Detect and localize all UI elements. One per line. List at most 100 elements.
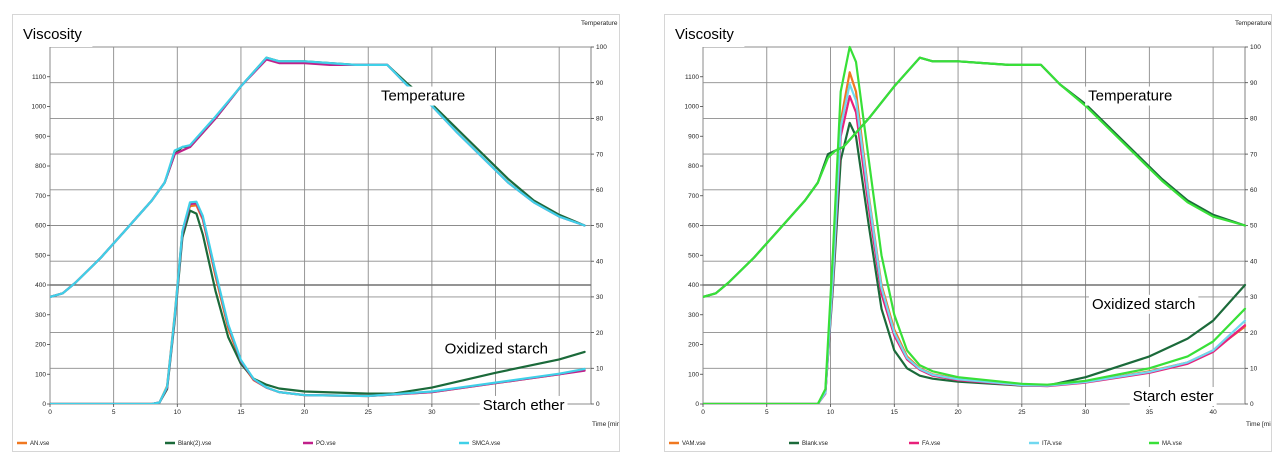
- y2-tick-label: 20: [596, 330, 604, 337]
- x-tick-label: 20: [301, 409, 309, 416]
- y-tick-label: 1000: [685, 104, 700, 111]
- legend: AN.vse Blank(2).vse PO.vse SMCA.vse: [17, 441, 501, 447]
- series-line-temperature-smca-vse-: [50, 56, 586, 298]
- x-tick-label: 35: [1146, 409, 1154, 416]
- annotation-bg: [377, 86, 469, 106]
- y-tick-label: 500: [35, 252, 46, 259]
- y2-axis-label: Temperature [°: [1235, 19, 1271, 27]
- y2-tick-label: 30: [596, 294, 604, 301]
- y-axis-label: Viscosity: [23, 26, 82, 43]
- y-axis-left: 0 100 200 300 400 500 600 700 800 900 1000 1100: [685, 74, 703, 408]
- y2-tick-label: 80: [1250, 116, 1258, 123]
- legend-entry: Blank.vse: [802, 441, 829, 447]
- y-tick-label: 1100: [32, 74, 46, 81]
- y2-axis-label: Temperature [°: [581, 19, 619, 27]
- legend-entry: MA.vse: [1162, 441, 1183, 447]
- y2-tick-label: 80: [596, 116, 604, 123]
- y-tick-label: 500: [688, 252, 699, 259]
- x-tick-label: 25: [365, 409, 373, 416]
- y2-tick-label: 90: [1250, 80, 1258, 87]
- y-tick-label: 100: [35, 371, 46, 378]
- y-tick-label: 600: [688, 223, 699, 230]
- y2-tick-label: 60: [1250, 187, 1258, 194]
- chart-panel-right: 0 100 200 300 400 500 600 700 800 900 1000 1100 0 10 2…: [664, 14, 1272, 452]
- annotation-bg: [441, 339, 551, 359]
- legend-entry: ITA.vse: [1042, 441, 1063, 447]
- y-tick-label: 800: [688, 163, 699, 170]
- legend-entry: Blank(2).vse: [178, 441, 212, 447]
- series-line-smca-vse: [50, 200, 586, 404]
- y-tick-label: 100: [688, 371, 699, 378]
- y-axis-label-bg: [665, 15, 745, 47]
- x-tick-label: 10: [174, 409, 182, 416]
- legend: VAM.vse Blank.vse FA.vse ITA.vse MA.vse: [669, 441, 1183, 447]
- y2-tick-label: 40: [596, 258, 604, 265]
- x-axis-label: Time [min: [592, 421, 619, 428]
- x-axis: 0 5 10 15 20 25 30 35 40 Time [min: [701, 404, 1271, 428]
- y-tick-label: 900: [688, 133, 699, 140]
- annotation-label: Starch ester: [1133, 388, 1214, 405]
- y-axis-right: 0 10 20 30 40 50 60 70 80 90 100: [1245, 44, 1261, 408]
- legend-entry: SMCA.vse: [472, 441, 501, 447]
- series-group: [703, 45, 1247, 404]
- y-axis-label: Viscosity: [675, 26, 734, 43]
- y-tick-label: 200: [688, 342, 699, 349]
- series-line-ma-vse: [703, 45, 1247, 404]
- y-axis-left: 0 100 200 300 400 500 600 700 800 900 1000 1100: [32, 74, 50, 408]
- x-tick-label: 40: [1210, 409, 1218, 416]
- series-line-temperature-ma-vse-: [703, 56, 1247, 298]
- y2-tick-label: 10: [596, 366, 604, 373]
- annotation-bg: [1088, 294, 1199, 314]
- legend-entry: VAM.vse: [682, 441, 706, 447]
- annotation-label: Temperature: [381, 88, 465, 105]
- y2-tick-label: 50: [596, 223, 604, 230]
- y-tick-label: 700: [35, 193, 46, 200]
- annotation-bg: [1129, 387, 1217, 407]
- y-tick-label: 1100: [685, 74, 699, 81]
- x-tick-label: 5: [112, 409, 116, 416]
- x-tick-label: 20: [954, 409, 962, 416]
- y2-tick-label: 100: [596, 44, 607, 51]
- annotation-label: Temperature: [1088, 88, 1172, 105]
- y2-tick-label: 0: [1250, 401, 1254, 408]
- series-group: [50, 56, 586, 404]
- y-tick-label: 300: [35, 312, 46, 319]
- annotation-label: Oxidized starch: [1092, 296, 1195, 313]
- y-tick-label: 400: [688, 282, 699, 289]
- chart-right: 0100200300400500600700800900100011000102…: [665, 15, 1271, 447]
- y-tick-label: 0: [42, 401, 46, 408]
- y2-tick-label: 40: [1250, 258, 1258, 265]
- x-tick-label: 25: [1018, 409, 1026, 416]
- x-axis-label: Time [min: [1246, 421, 1271, 428]
- x-tick-label: 10: [827, 409, 835, 416]
- y-tick-label: 600: [35, 223, 46, 230]
- y2-tick-label: 30: [1250, 294, 1258, 301]
- legend-entry: PO.vse: [316, 441, 336, 447]
- y2-tick-label: 50: [1250, 223, 1258, 230]
- x-tick-label: 15: [891, 409, 899, 416]
- y-tick-label: 0: [695, 401, 699, 408]
- legend-entry: AN.vse: [30, 441, 50, 447]
- y-tick-label: 900: [35, 133, 46, 140]
- annotation-label: Starch ether: [483, 397, 565, 414]
- legend-entry: FA.vse: [922, 441, 941, 447]
- y2-tick-label: 70: [1250, 151, 1258, 158]
- x-tick-label: 30: [428, 409, 436, 416]
- y-axis-label-bg: [13, 15, 93, 47]
- y-tick-label: 400: [35, 282, 46, 289]
- annotation-label: Oxidized starch: [445, 340, 548, 357]
- x-tick-label: 0: [48, 409, 52, 416]
- y2-tick-label: 60: [596, 187, 604, 194]
- y2-tick-label: 10: [1250, 366, 1258, 373]
- x-tick-label: 5: [765, 409, 769, 416]
- chart-left: 0 100 200 300 400 500 600 700 800 900 1000 1100 0 10 2…: [13, 15, 619, 447]
- y2-tick-label: 90: [596, 80, 604, 87]
- y-tick-label: 1000: [32, 104, 47, 111]
- y2-tick-label: 20: [1250, 330, 1258, 337]
- annotation-bg: [479, 395, 568, 415]
- x-tick-label: 15: [237, 409, 245, 416]
- x-tick-label: 30: [1082, 409, 1090, 416]
- y-tick-label: 800: [35, 163, 46, 170]
- y-tick-label: 700: [688, 193, 699, 200]
- y-tick-label: 200: [35, 342, 46, 349]
